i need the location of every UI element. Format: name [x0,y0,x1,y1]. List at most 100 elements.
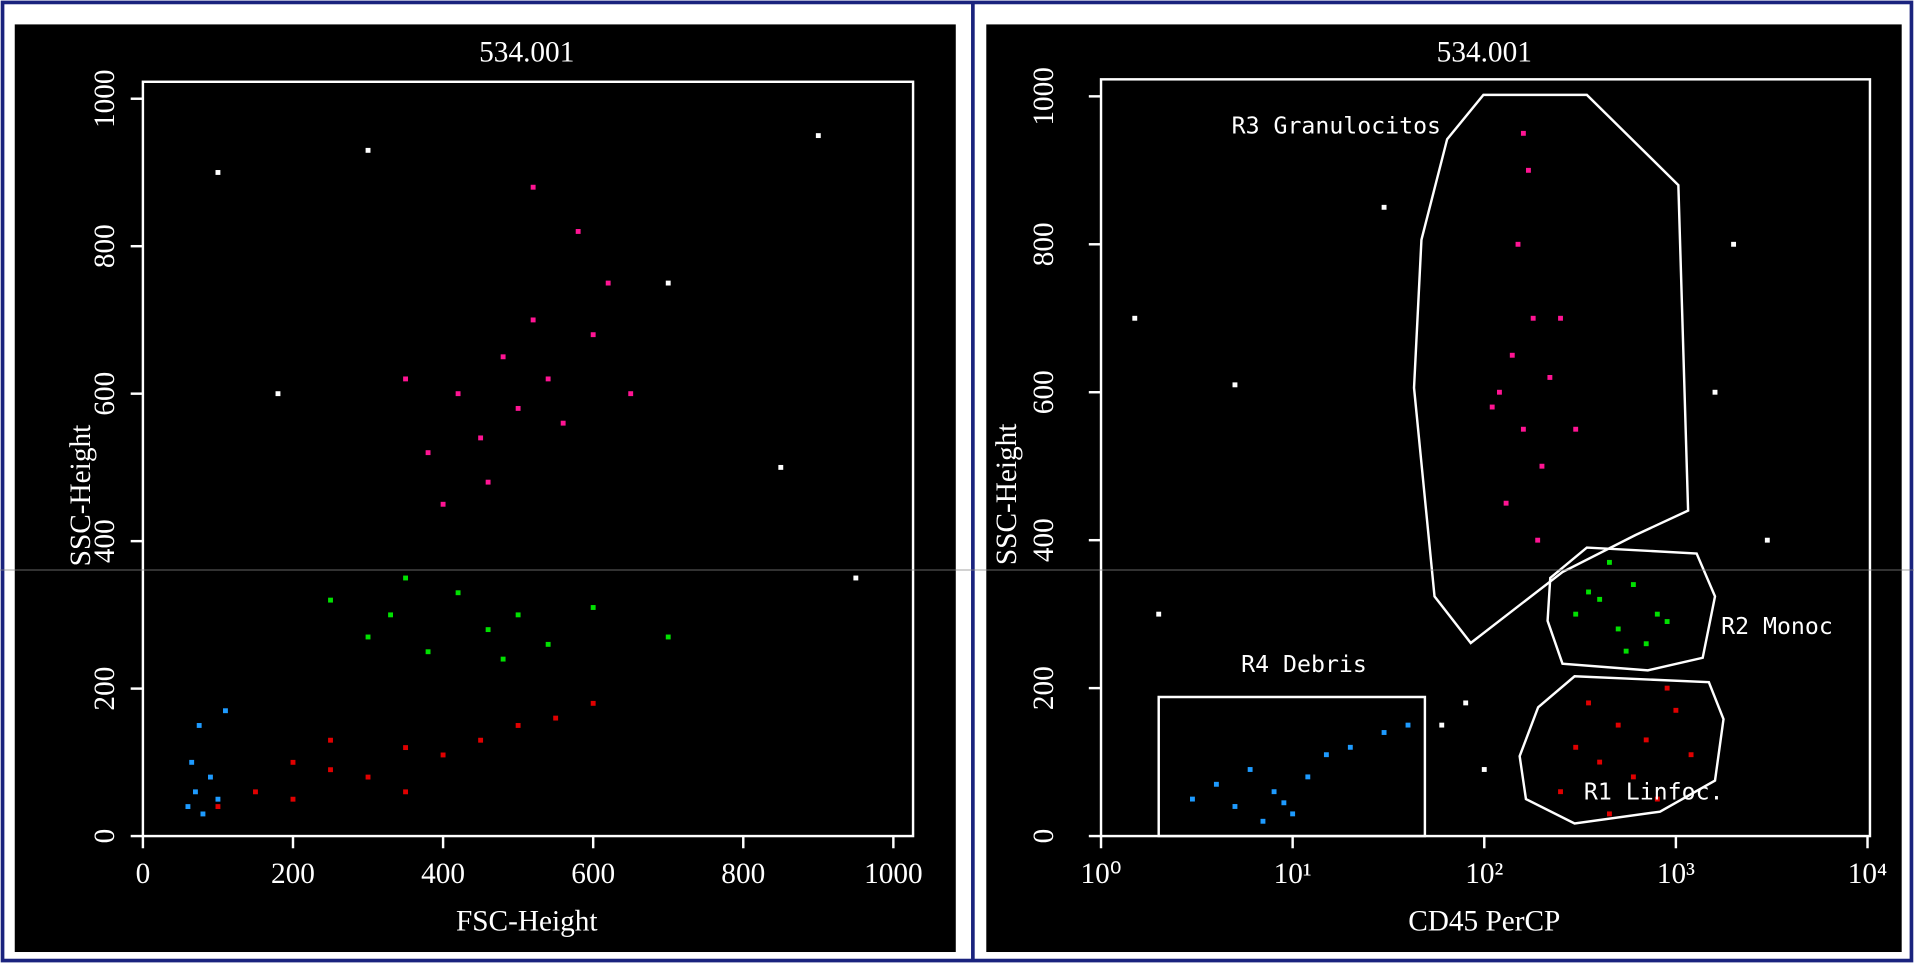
event-dot [485,627,491,633]
x-tick-label: 10¹ [1274,858,1312,890]
y-tick-label: 0 [89,829,121,844]
y-tick-label: 400 [89,519,121,563]
event-dot [189,759,195,765]
event-dot [328,737,333,743]
gate [1546,546,1717,672]
event-dot [1520,426,1526,432]
event-dot [1530,315,1536,321]
event-dot [440,752,446,758]
event-dot [455,391,461,397]
gate-label: R4 Debris [1241,651,1367,678]
event-dot [223,708,228,714]
event-dot [1489,404,1495,410]
event-dot [560,420,566,426]
event-dot [665,280,671,286]
event-dot [403,575,409,581]
event-dot [215,796,221,802]
event-dot [1271,789,1277,795]
event-dot [1481,767,1487,772]
chart-title: 534.001 [1437,37,1532,69]
y-tick-label: 800 [1028,222,1060,266]
event-dot [1503,500,1509,506]
event-dot [1586,589,1591,595]
event-dot [1347,744,1353,750]
event-dot [1654,611,1660,617]
x-tick-label: 10⁴ [1848,858,1888,890]
right-panel [986,24,1902,953]
event-dot [328,597,333,603]
event-dot [515,405,521,411]
event-dot [1606,811,1612,817]
event-dot [1323,752,1329,758]
event-dot [590,332,596,338]
event-dot [1132,315,1138,321]
event-dot [1615,722,1621,728]
x-axis-label: CD45 PerCP [1408,906,1560,938]
event-dot [196,723,202,728]
gate-label: R1 Linfoc. [1584,778,1724,805]
event-dot [365,147,371,153]
y-tick-label: 1000 [89,69,121,128]
event-dot [628,391,634,397]
event-dot [1281,800,1287,806]
x-tick-label: 200 [271,858,315,890]
event-dot [500,656,506,662]
x-tick-label: 800 [721,858,765,890]
event-dot [403,789,409,795]
event-dot [515,723,521,728]
y-tick-label: 200 [89,667,121,711]
gate-label: R2 Monoc [1721,613,1833,640]
event-dot [425,450,431,456]
event-dot [530,184,536,190]
event-dot [1606,559,1612,565]
event-dot [365,634,371,640]
event-dot [1664,619,1670,624]
event-dot [403,376,409,382]
left-panel [14,24,956,953]
event-dot [1643,737,1649,743]
chart-title: 534.001 [479,37,574,69]
event-dot [1405,722,1411,728]
event-dot [1558,789,1563,795]
x-tick-label: 10⁰ [1081,858,1122,890]
event-dot [1156,611,1162,617]
event-dot [275,391,281,397]
event-dot [1586,700,1591,706]
event-dot [1630,582,1636,588]
event-dot [1615,626,1621,632]
event-dot [1260,818,1266,824]
event-dot [1558,315,1563,321]
y-axis-label: SSC-Height [65,425,97,567]
plot-frame [141,80,915,838]
event-dot [545,641,551,647]
event-dot [853,575,859,581]
event-dot [500,354,506,360]
event-dot [1381,204,1387,210]
event-dot [1597,596,1603,602]
event-dot [1654,796,1660,802]
gate [1412,93,1690,645]
y-tick-label: 0 [1028,829,1060,844]
y-tick-label: 400 [1028,518,1060,562]
event-dot [665,634,671,640]
event-dot [1232,382,1238,388]
event-dot [1515,241,1521,247]
x-axis-label: FSC-Height [456,906,598,938]
event-dot [1305,774,1311,780]
y-tick-label: 200 [1028,666,1060,710]
x-tick-label: 10³ [1657,858,1695,890]
event-dot [1497,389,1502,395]
event-dot [1525,167,1531,173]
event-dot [1643,641,1649,647]
event-dot [1573,611,1579,617]
event-dot [590,700,596,706]
gate-label: R3 Granulocitos [1232,113,1441,140]
event-dot [1190,796,1195,802]
event-dot [290,796,296,802]
event-dot [328,767,333,773]
event-dot [200,811,206,817]
gate [1518,675,1725,825]
event-dot [1712,389,1718,395]
event-dot [365,774,371,780]
